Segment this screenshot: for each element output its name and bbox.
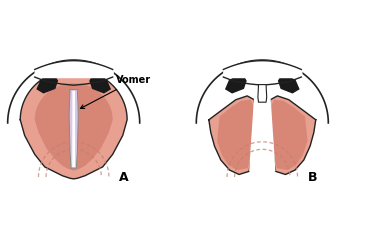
Text: B: B (308, 171, 317, 184)
Polygon shape (258, 85, 267, 102)
Polygon shape (35, 83, 112, 171)
Polygon shape (226, 74, 246, 93)
Polygon shape (279, 74, 299, 93)
Polygon shape (90, 74, 110, 93)
Polygon shape (69, 90, 78, 168)
Polygon shape (37, 74, 57, 93)
Polygon shape (271, 100, 307, 170)
Text: Vomer: Vomer (81, 75, 152, 109)
Polygon shape (72, 91, 75, 167)
Polygon shape (249, 96, 276, 171)
Text: A: A (119, 171, 129, 184)
Polygon shape (217, 100, 253, 170)
Polygon shape (20, 69, 127, 179)
Polygon shape (209, 96, 255, 175)
Polygon shape (269, 96, 316, 175)
